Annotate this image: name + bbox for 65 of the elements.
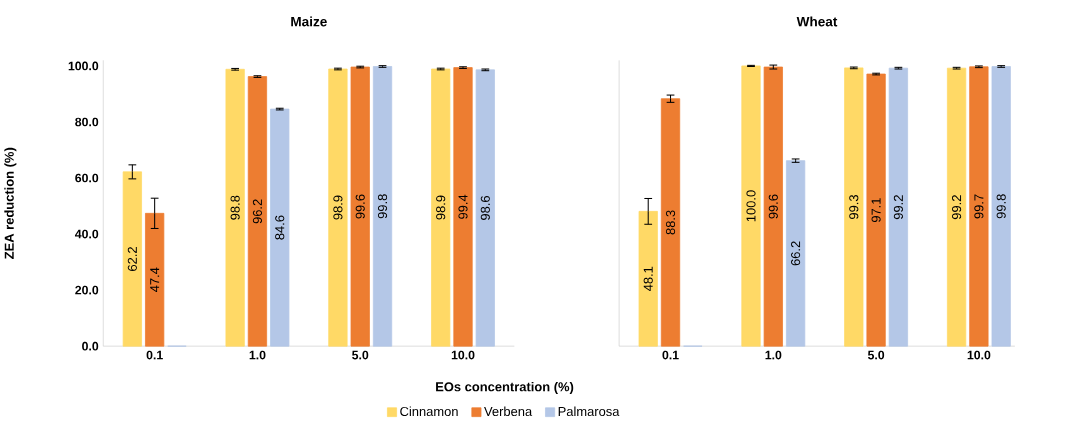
x-tick-label: 1.0 [249,350,266,360]
data-label: 99.2 [952,195,962,219]
bar [270,108,290,347]
data-label: 66.2 [791,241,801,266]
data-label: 98.9 [436,195,446,220]
chart-title: Maize [291,16,327,27]
bar [475,69,495,347]
data-label: 47.4 [150,267,160,292]
bar [866,73,886,347]
data-label: 99.6 [355,194,365,219]
data-label: 98.9 [333,195,343,220]
data-label: 99.3 [849,194,859,219]
bar [844,67,864,347]
bar [453,66,473,347]
bar [741,65,761,347]
data-label: 99.7 [974,194,984,219]
bar [991,65,1011,347]
bar [431,68,451,347]
data-label: 98.8 [230,195,240,220]
chart-title: Wheat [796,16,838,27]
x-tick-label: 10.0 [967,350,991,360]
x-tick-label: 0.1 [146,350,163,360]
x-tick-label: 5.0 [352,350,369,360]
data-label: 84.6 [275,215,285,240]
x-tick-label: 5.0 [867,350,885,360]
data-label: 98.6 [480,195,490,220]
x-tick-label: 0.1 [662,350,679,360]
bar [145,212,165,347]
bar [888,67,908,347]
bar [763,66,783,347]
x-axis-title: EOs concentration (%) [436,381,574,394]
legend-label: Cinnamon [400,406,458,416]
data-label: 99.8 [996,194,1006,219]
y-tick-label: 20.0 [75,285,99,295]
bar [969,66,989,347]
data-label: 99.4 [458,194,468,219]
data-label: 99.2 [893,195,903,219]
data-label: 48.1 [643,266,653,291]
data-label: 97.1 [871,197,881,222]
bar [225,68,245,347]
data-label: 96.2 [252,199,263,224]
bar [247,75,268,347]
data-label: 99.6 [768,194,778,219]
data-label: 62.2 [127,246,137,271]
y-axis-title: ZEA reduction (%) [4,147,17,259]
y-tick-label: 80.0 [75,117,99,127]
data-label: 100.0 [746,190,756,221]
bar [660,98,681,347]
legend-label: Palmarosa [558,406,620,416]
bar [372,65,393,347]
data-label: 88.3 [665,210,676,235]
x-tick-label: 1.0 [765,350,782,360]
bar [638,210,658,347]
y-tick-label: 60.0 [75,173,99,183]
bar [786,160,806,347]
y-tick-label: 100.0 [68,61,99,71]
data-label: 99.8 [377,194,388,219]
legend-label: Verbena [484,406,533,416]
y-tick-label: 40.0 [74,229,99,239]
bar [122,171,142,347]
bar [328,68,348,347]
bar [946,67,967,347]
bar [350,66,370,347]
x-tick-label: 10.0 [451,350,475,360]
y-tick-label: 0.0 [82,341,99,351]
